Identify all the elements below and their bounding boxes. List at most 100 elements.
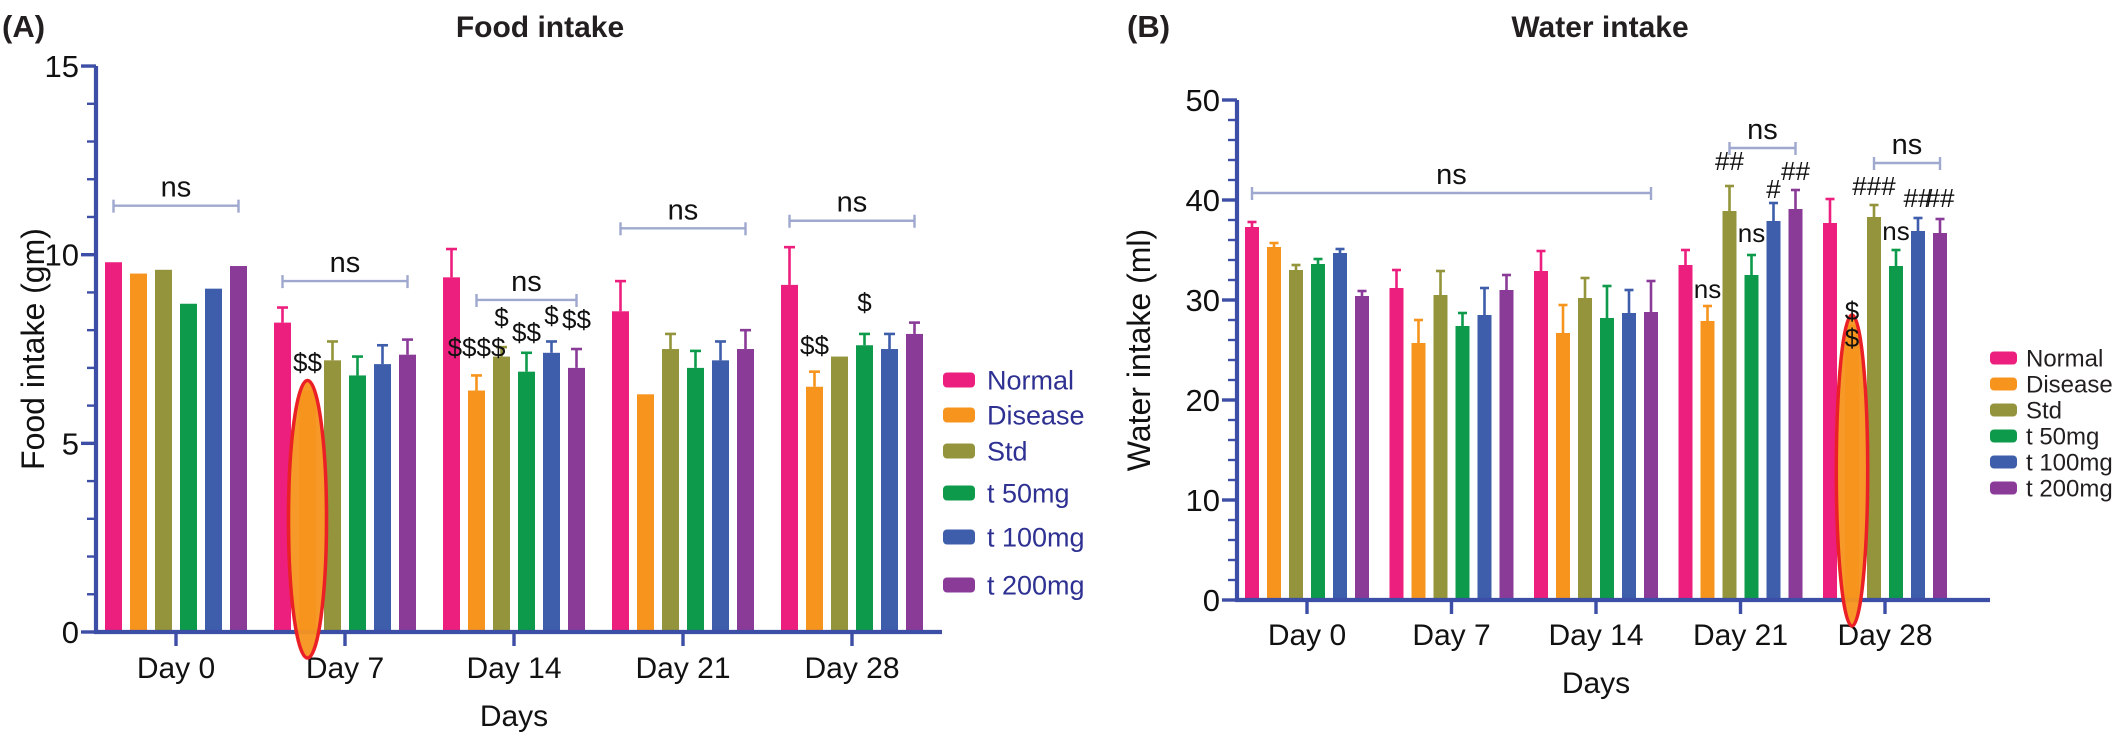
legend-swatch-t-200mg: [943, 577, 975, 593]
chart-title: Food intake: [456, 11, 624, 44]
bar-Std: [1289, 270, 1303, 602]
bar-Std: [662, 349, 679, 634]
legend-swatch-t-50mg: [1990, 429, 2017, 443]
bar-t-50mg: [518, 371, 535, 634]
bar-Normal: [274, 322, 291, 634]
bracket-label: ns: [1436, 159, 1467, 191]
bar-Disease: [1556, 333, 1570, 602]
bar-t-50mg: [687, 367, 704, 634]
bar-t-200mg: [1355, 296, 1369, 602]
bracket-label: ns: [1892, 129, 1923, 161]
legend-swatch-t-200mg: [1990, 481, 2017, 495]
bar-t-100mg: [881, 349, 898, 634]
bracket-label: ns: [330, 247, 361, 279]
legend-label: Normal: [987, 366, 1074, 396]
legend-label: t 200mg: [2026, 476, 2113, 503]
bar-t-50mg: [349, 375, 366, 634]
bar-t-100mg: [1477, 315, 1492, 602]
significance-label: ###: [1852, 171, 1896, 201]
y-tick-label: 20: [1186, 383, 1220, 418]
significance-label: ns: [1882, 216, 1909, 246]
legend-label: t 50mg: [2026, 424, 2099, 451]
bar-Std: [1867, 217, 1881, 602]
legend-label: t 200mg: [987, 571, 1085, 601]
bar-Normal: [1823, 223, 1837, 602]
significance-label: $: [1845, 296, 1860, 326]
bracket-label: ns: [668, 194, 699, 226]
x-tick-label: Day 21: [1693, 619, 1788, 652]
legend-swatch-Disease: [943, 407, 975, 423]
bar-t-100mg: [1911, 231, 1925, 602]
bar-t-50mg: [856, 345, 873, 634]
x-tick-label: Day 0: [137, 652, 215, 685]
bar-t-100mg: [1766, 221, 1781, 602]
highlight-ellipse: [286, 378, 329, 660]
significance-label: $$: [562, 304, 591, 334]
bracket-label: ns: [511, 266, 542, 298]
bar-t-200mg: [399, 354, 416, 634]
y-tick-label: 50: [1186, 83, 1220, 118]
bracket-label: ns: [1747, 114, 1778, 146]
bar-Std: [1722, 211, 1737, 602]
bar-t-200mg: [1499, 290, 1514, 602]
legend-swatch-Std: [1990, 403, 2017, 417]
significance-label: ##: [1781, 156, 1810, 186]
legend-swatch-Disease: [1990, 377, 2017, 391]
legend-label: Disease: [987, 401, 1085, 431]
bar-Normal: [1389, 288, 1404, 602]
bar-t-200mg: [230, 266, 247, 634]
bar-Normal: [105, 262, 122, 634]
legend-swatch-Normal: [943, 372, 975, 388]
y-tick-label: 0: [62, 615, 79, 650]
significance-label: $$$$: [448, 333, 506, 363]
y-tick-label: 30: [1186, 283, 1220, 318]
bar-Normal: [1534, 271, 1548, 602]
significance-label: ns: [1694, 274, 1721, 304]
significance-label: ##: [1715, 146, 1744, 176]
y-tick-label: 5: [62, 426, 79, 461]
x-tick-label: Day 0: [1268, 619, 1346, 652]
bar-Std: [1578, 298, 1592, 602]
legend-swatch-Normal: [1990, 351, 2017, 365]
bar-Disease: [1411, 343, 1426, 602]
bar-t-100mg: [543, 352, 560, 634]
bar-t-200mg: [906, 333, 923, 634]
y-tick-label: 10: [1186, 483, 1220, 518]
bar-t-100mg: [205, 288, 222, 634]
bar-t-200mg: [568, 367, 585, 634]
y-tick-label: 0: [1203, 583, 1220, 618]
bar-t-200mg: [1933, 233, 1947, 602]
bar-Normal: [1245, 227, 1259, 602]
bar-Std: [155, 269, 172, 634]
bar-Normal: [1678, 265, 1693, 602]
bar-Normal: [612, 311, 629, 634]
legend-swatch-t-50mg: [943, 485, 975, 501]
bar-Normal: [443, 277, 460, 634]
bar-Disease: [130, 273, 147, 634]
bar-t-100mg: [1333, 253, 1347, 602]
significance-label: $: [1845, 323, 1860, 353]
y-tick-label: 10: [45, 238, 79, 273]
significance-label: $$: [512, 317, 541, 347]
panel-label: (A): [2, 9, 45, 44]
bar-Std: [493, 356, 510, 634]
bar-t-100mg: [374, 364, 391, 634]
significance-label: $: [544, 301, 559, 331]
x-axis-title: Days: [1562, 667, 1630, 700]
bar-t-50mg: [1889, 266, 1903, 602]
bar-t-200mg: [1644, 312, 1658, 602]
bar-t-50mg: [1311, 264, 1325, 602]
legend-label: t 50mg: [987, 479, 1070, 509]
bar-t-50mg: [180, 303, 197, 634]
legend-swatch-t-100mg: [943, 529, 975, 545]
x-tick-label: Day 7: [1412, 619, 1490, 652]
significance-label: ##: [1904, 183, 1933, 213]
bracket-label: ns: [161, 172, 192, 204]
bar-t-100mg: [1622, 313, 1636, 602]
y-tick-label: 40: [1186, 183, 1220, 218]
y-axis-title: Food intake (gm): [15, 228, 51, 470]
significance-label: $: [857, 287, 872, 317]
bar-t-100mg: [712, 360, 729, 634]
legend-label: Disease: [2026, 372, 2113, 399]
